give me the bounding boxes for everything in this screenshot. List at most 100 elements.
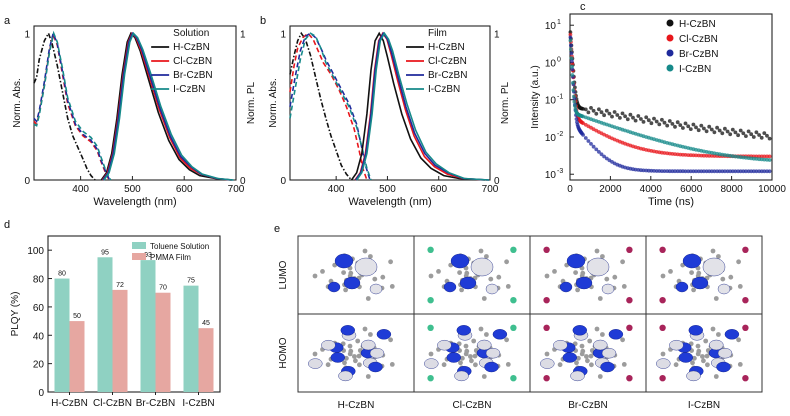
decay-point — [586, 139, 591, 143]
y-tick-label: 1 — [24, 29, 30, 40]
decay-point — [660, 117, 664, 122]
x-tick-label: 10000 — [758, 184, 786, 195]
bar-value-label: 93 — [144, 252, 152, 259]
decay-point — [662, 120, 667, 125]
atom — [668, 269, 673, 274]
orbital-lobe — [566, 253, 586, 269]
decay-point — [583, 107, 588, 112]
orbital-lobe — [669, 340, 684, 351]
atom — [597, 374, 603, 379]
bar-value-label: 50 — [73, 313, 81, 320]
decay-point — [696, 128, 701, 133]
atom — [703, 338, 709, 344]
series-i-czbn — [568, 38, 772, 162]
orbital-lobe — [675, 281, 689, 293]
bar-value-label: 80 — [58, 271, 66, 278]
decay-point — [571, 88, 576, 92]
decay-point — [707, 169, 712, 174]
atom — [365, 374, 371, 379]
orbital-lobe — [321, 340, 336, 351]
atom — [579, 351, 585, 357]
legend-marker — [666, 64, 674, 72]
decay-point — [709, 127, 714, 132]
atom — [347, 343, 353, 349]
decay-point — [573, 104, 577, 108]
atom — [710, 326, 716, 332]
bar-solution — [97, 257, 113, 392]
atom — [695, 351, 701, 357]
atom — [459, 287, 464, 293]
halogen-atom — [659, 324, 666, 331]
curve-i-czbn-abs — [33, 30, 112, 181]
orbital-lobe — [678, 352, 693, 363]
y-axis-label-right: Norm. PL — [500, 81, 511, 124]
curve-h-czbn-pl — [100, 31, 231, 181]
atom — [478, 326, 484, 332]
bar-film — [69, 321, 85, 392]
decay-point — [691, 122, 696, 127]
curve-br-czbn-abs — [289, 32, 371, 181]
y-tick-exponent: -3 — [557, 168, 563, 175]
decay-point — [673, 124, 677, 129]
orbital-lobe — [562, 352, 577, 363]
decay-point — [673, 169, 677, 174]
atom — [488, 276, 494, 282]
decay-point — [741, 169, 746, 174]
legend-label: I-CzBN — [428, 84, 460, 95]
orbital-lobe — [540, 358, 555, 369]
atom — [736, 337, 741, 343]
x-axis-label: Wavelength (nm) — [348, 196, 431, 208]
orbital-lobe — [454, 370, 469, 382]
orbital-lobe — [717, 348, 733, 359]
decay-point — [681, 126, 685, 130]
curve-h-czbn-abs — [33, 31, 96, 181]
y-tick-label: 10 — [545, 96, 557, 107]
y2-tick-label: 1 — [240, 29, 246, 40]
orbital-lobe — [424, 358, 439, 369]
legend-label: Cl-CzBN — [679, 34, 718, 45]
x-tick-label: 500 — [124, 184, 141, 195]
orbital-lobe — [484, 361, 499, 373]
orbital-image — [656, 324, 749, 382]
orbital-lobe — [338, 370, 353, 382]
atom — [471, 338, 477, 344]
decay-point — [712, 130, 717, 135]
decay-point — [641, 120, 646, 124]
halogen-atom — [659, 297, 666, 304]
atom — [356, 353, 362, 359]
decay-point — [660, 169, 664, 174]
halogen-atom — [510, 297, 517, 304]
atom — [481, 296, 487, 301]
orbital-lobe — [368, 361, 383, 373]
atom — [574, 360, 579, 366]
orbital-lobe — [709, 339, 724, 351]
atom — [594, 248, 600, 254]
atom — [428, 273, 434, 279]
atom — [347, 351, 353, 357]
atom — [736, 259, 741, 265]
decay-point — [762, 157, 767, 162]
panel-letter: a — [4, 15, 11, 27]
atom — [481, 374, 487, 379]
atom — [343, 287, 348, 293]
legend-swatch — [132, 242, 146, 249]
x-axis-label: Wavelength (nm) — [93, 196, 176, 208]
decay-point — [733, 169, 738, 174]
atom — [484, 332, 489, 337]
orbital-lobe — [485, 283, 499, 295]
y-tick-label: 60 — [33, 303, 45, 314]
atom — [692, 355, 697, 361]
atom — [552, 269, 557, 274]
decay-point — [649, 121, 654, 126]
atom — [660, 273, 666, 279]
orbital-lobe — [691, 276, 709, 290]
curve-h-czbn-pl — [350, 31, 485, 181]
atom — [460, 355, 465, 361]
decay-point — [597, 107, 601, 112]
orbital-lobe — [369, 283, 383, 295]
atom — [457, 270, 462, 275]
x-tick-label: 8000 — [720, 184, 743, 195]
decay-point — [762, 131, 767, 136]
decay-point — [569, 43, 573, 48]
decay-point — [688, 169, 693, 174]
